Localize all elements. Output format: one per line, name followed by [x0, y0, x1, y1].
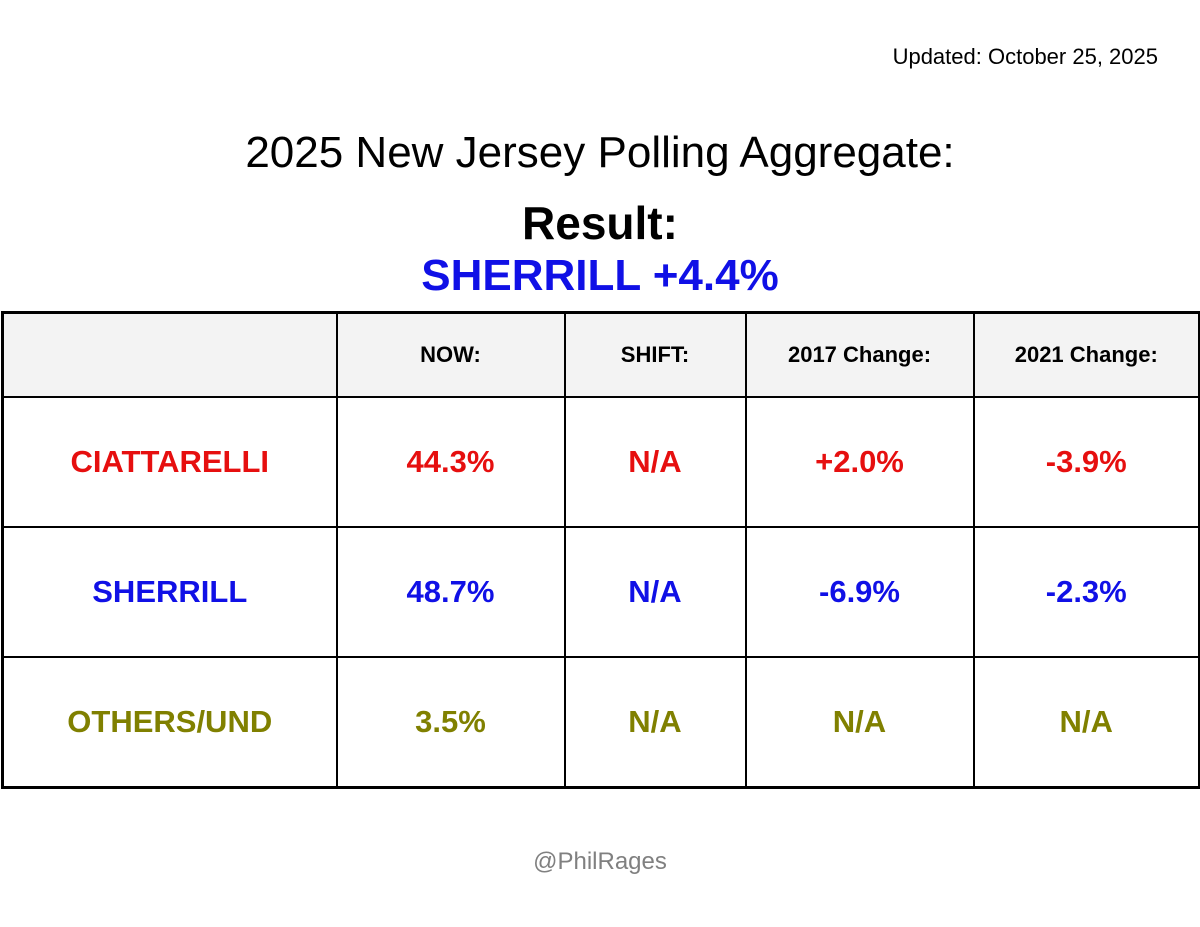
candidate-name: OTHERS/UND	[1, 656, 338, 789]
candidate-name: CIATTARELLI	[1, 396, 338, 528]
result-label: Result:	[522, 197, 678, 249]
table-row: SHERRILL 48.7% N/A -6.9% -2.3%	[1, 526, 1200, 658]
polling-table: NOW: SHIFT: 2017 Change: 2021 Change: CI…	[1, 311, 1200, 789]
header-cell-now: NOW:	[335, 311, 566, 398]
author-handle: @PhilRages	[533, 848, 667, 875]
header-cell-2017-change: 2017 Change:	[744, 311, 975, 398]
shift-value: N/A	[563, 396, 747, 528]
header-cell-2021-change: 2021 Change:	[972, 311, 1200, 398]
change-2021-value: -3.9%	[972, 396, 1200, 528]
shift-value: N/A	[563, 526, 747, 658]
now-value: 44.3%	[335, 396, 566, 528]
header-cell-shift: SHIFT:	[563, 311, 747, 398]
table-row: OTHERS/UND 3.5% N/A N/A N/A	[1, 656, 1200, 789]
change-2017-value: N/A	[744, 656, 975, 789]
header-cell-candidate	[1, 311, 338, 398]
page-title: 2025 New Jersey Polling Aggregate:	[245, 128, 955, 177]
table-header-row: NOW: SHIFT: 2017 Change: 2021 Change:	[1, 311, 1200, 398]
shift-value: N/A	[563, 656, 747, 789]
updated-date: Updated: October 25, 2025	[892, 44, 1158, 69]
change-2017-value: +2.0%	[744, 396, 975, 528]
change-2017-value: -6.9%	[744, 526, 975, 658]
candidate-name: SHERRILL	[1, 526, 338, 658]
result-value: SHERRILL +4.4%	[421, 251, 779, 300]
now-value: 3.5%	[335, 656, 566, 789]
change-2021-value: N/A	[972, 656, 1200, 789]
now-value: 48.7%	[335, 526, 566, 658]
table-row: CIATTARELLI 44.3% N/A +2.0% -3.9%	[1, 396, 1200, 528]
change-2021-value: -2.3%	[972, 526, 1200, 658]
